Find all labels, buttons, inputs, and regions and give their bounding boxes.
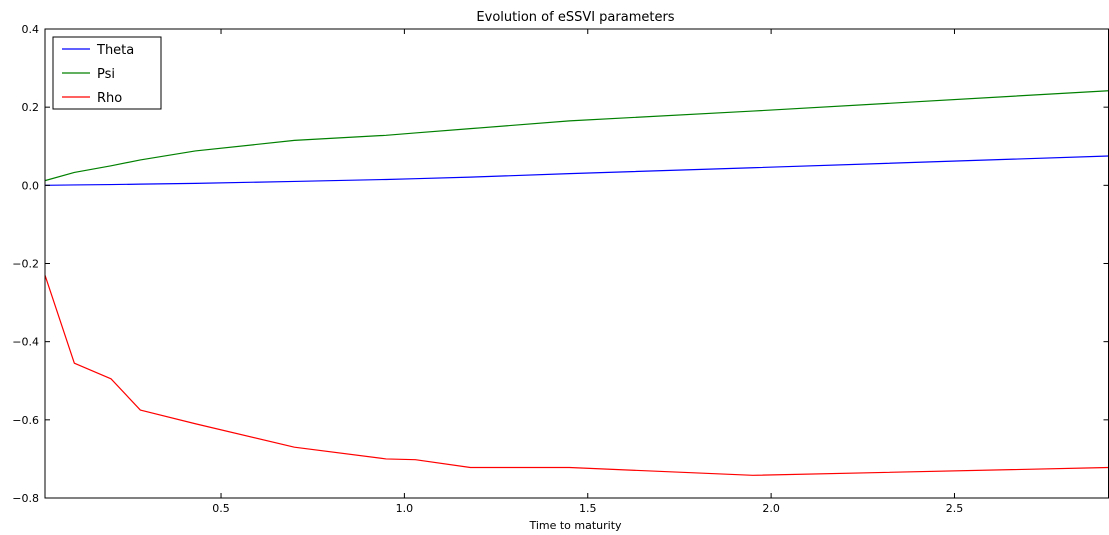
series-line-theta [44, 155, 1109, 186]
y-tick-label: −0.6 [12, 414, 39, 427]
y-tick-label: 0.0 [22, 179, 40, 192]
legend-label-theta: Theta [96, 43, 134, 58]
y-tick-label: −0.8 [12, 492, 39, 505]
y-tick-label: 0.4 [22, 23, 40, 36]
y-tick-label: −0.4 [12, 336, 39, 349]
legend-label-rho: Rho [97, 91, 122, 106]
x-axis-label: Time to maturity [528, 519, 622, 532]
plot-area [45, 29, 1109, 498]
x-tick-label: 1.5 [579, 502, 597, 515]
chart-title: Evolution of eSSVI parameters [476, 10, 674, 25]
x-tick-label: 0.5 [212, 502, 230, 515]
y-tick-label: −0.2 [12, 258, 39, 271]
series-line-rho [44, 275, 1109, 476]
x-tick-label: 2.5 [946, 502, 964, 515]
y-tick-label: 0.2 [22, 101, 40, 114]
series-line-psi [44, 90, 1109, 182]
y-axis-ticks: −0.8 −0.6 −0.4 −0.2 0.0 0.2 0.4 [12, 23, 1109, 505]
x-axis-ticks: 0.5 1.0 1.5 2.0 2.5 [212, 29, 963, 515]
x-tick-label: 1.0 [396, 502, 414, 515]
legend: Theta Psi Rho [52, 36, 162, 110]
series-group [44, 90, 1109, 476]
legend-label-psi: Psi [97, 67, 115, 82]
x-tick-label: 2.0 [762, 502, 780, 515]
